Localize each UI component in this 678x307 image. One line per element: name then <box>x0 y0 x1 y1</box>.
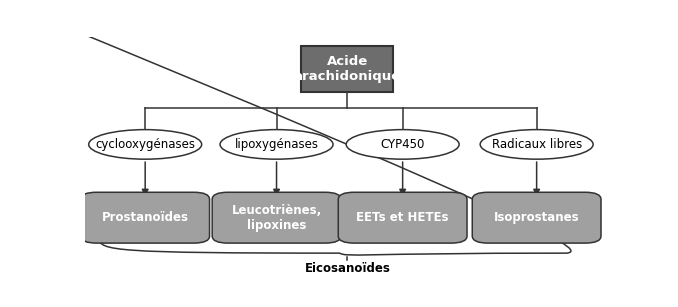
Text: Eicosanoïdes: Eicosanoïdes <box>304 262 391 275</box>
Text: EETs et HETEs: EETs et HETEs <box>357 211 449 224</box>
FancyBboxPatch shape <box>81 192 210 243</box>
Ellipse shape <box>480 130 593 159</box>
Text: Radicaux libres: Radicaux libres <box>492 138 582 151</box>
Text: Acide
arachidonique: Acide arachidonique <box>294 55 401 83</box>
FancyBboxPatch shape <box>338 192 467 243</box>
Ellipse shape <box>89 130 201 159</box>
Ellipse shape <box>220 130 333 159</box>
Text: Prostanoïdes: Prostanoïdes <box>102 211 188 224</box>
FancyBboxPatch shape <box>302 46 393 92</box>
Text: Leucotriènes,
lipoxines: Leucotriènes, lipoxines <box>231 204 321 232</box>
Text: Isoprostanes: Isoprostanes <box>494 211 580 224</box>
Text: lipoxygénases: lipoxygénases <box>235 138 319 151</box>
Text: cyclooxygénases: cyclooxygénases <box>95 138 195 151</box>
Ellipse shape <box>346 130 459 159</box>
FancyBboxPatch shape <box>473 192 601 243</box>
FancyBboxPatch shape <box>212 192 341 243</box>
Text: CYP450: CYP450 <box>380 138 425 151</box>
